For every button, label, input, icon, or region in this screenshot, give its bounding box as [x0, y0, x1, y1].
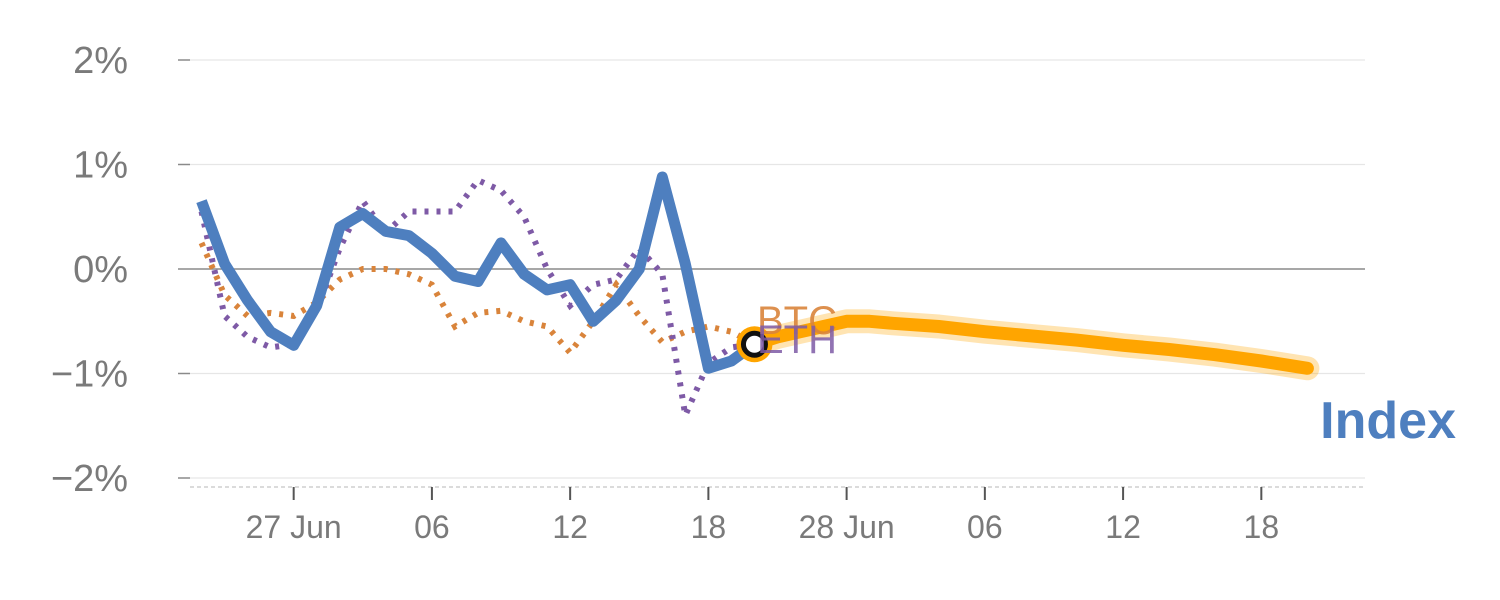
x-tick-label-3: 18 [691, 509, 727, 545]
series-line-forecast [748, 314, 1314, 375]
series-label-index: Index [1320, 392, 1456, 450]
series-label-eth: ETH [757, 318, 837, 362]
y-tick-label-0: 2% [73, 40, 128, 82]
series-line-index [196, 171, 758, 374]
x-tick-label-6: 12 [1105, 509, 1141, 545]
x-tick-label-1: 06 [414, 509, 450, 545]
axis-layer: 2% 1% 0% −1% −2% 27 Jun 06 12 18 28 Jun 06 12 18 [51, 40, 1365, 545]
grid-layer [190, 59, 1365, 479]
y-tick-label-3: −1% [51, 354, 128, 396]
x-tick-label-0: 27 Jun [246, 509, 342, 545]
y-tick-label-1: 1% [73, 145, 128, 187]
y-tick-label-2: 0% [73, 249, 128, 291]
series-layer [196, 171, 1320, 426]
end-marker [740, 330, 768, 358]
x-tick-label-7: 18 [1244, 509, 1280, 545]
x-tick-label-5: 06 [967, 509, 1003, 545]
label-layer: BTC ETH Index [757, 299, 1456, 450]
y-tick-label-4: −2% [51, 458, 128, 500]
series-line-btc [198, 241, 756, 358]
x-tick-label-4: 28 Jun [799, 509, 895, 545]
x-tick-label-2: 12 [552, 509, 588, 545]
marker-layer [736, 326, 773, 363]
series-label-btc: BTC [757, 299, 837, 343]
